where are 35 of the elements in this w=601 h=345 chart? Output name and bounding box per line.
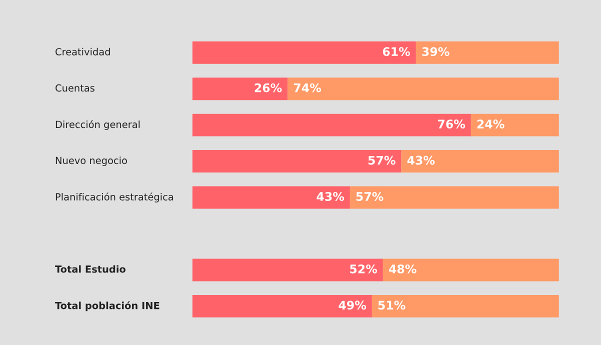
bar — [192, 150, 402, 173]
y-tick-label: Cuentas — [56, 84, 94, 92]
data-label: 57% — [368, 156, 396, 165]
bar — [350, 186, 559, 209]
bar — [192, 114, 471, 136]
data-label: 51% — [378, 300, 406, 310]
y-tick-label: Total población INE — [55, 301, 160, 312]
bar — [470, 114, 559, 136]
y-tick-label: Total Estudio — [55, 265, 126, 273]
y-tick-label: Planificación estratégica — [56, 192, 173, 202]
data-label: 43% — [316, 192, 344, 201]
bar — [288, 78, 559, 100]
bar — [372, 294, 559, 318]
data-label: 49% — [338, 300, 366, 310]
y-tick-label: Nuevo negocio — [56, 156, 127, 166]
bar — [192, 258, 383, 282]
bar — [401, 150, 559, 173]
bar — [192, 78, 288, 100]
data-label: 39% — [422, 47, 450, 56]
data-label: 48% — [388, 264, 416, 274]
y-tick-label: Dirección general — [56, 120, 140, 130]
data-label: 26% — [254, 83, 282, 92]
data-label: 76% — [438, 120, 466, 128]
bar — [192, 186, 350, 209]
data-label: 43% — [407, 156, 435, 165]
bar — [382, 258, 559, 282]
y-tick-label: Creatividad — [56, 48, 110, 56]
bar — [192, 41, 416, 64]
data-label: 24% — [477, 120, 504, 128]
data-label: 57% — [356, 192, 384, 201]
data-label: 74% — [294, 83, 322, 92]
bar — [192, 294, 372, 318]
data-label: 61% — [382, 47, 410, 56]
bar — [416, 41, 559, 64]
data-label: 52% — [350, 264, 378, 274]
